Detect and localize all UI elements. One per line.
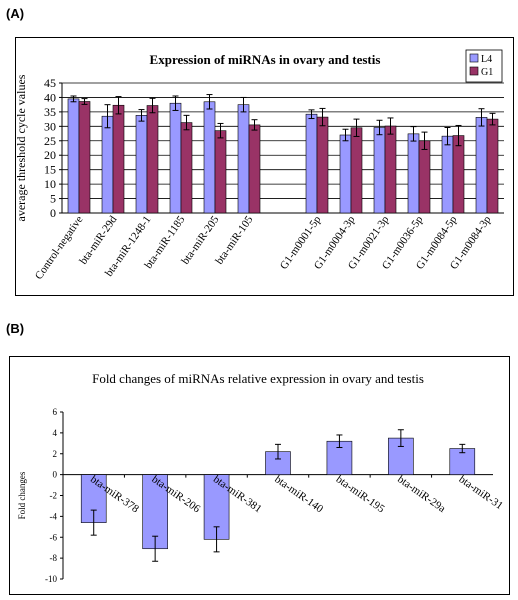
chart-a-frame [15,37,514,296]
chart-b-xtick-label: bta-miR-140 [272,473,325,515]
chart-a-ytick-label: 0 [50,206,56,220]
chart-b-title: Fold changes of miRNAs relative expressi… [92,371,424,386]
chart-a-legend-label: G1 [481,67,493,78]
chart-b-bar [142,474,168,550]
chart-b-xtick-label: bta-miR-29a [395,473,448,515]
chart-b-ytick-label: -6 [50,532,58,542]
chart-b-ytick-label: -2 [50,491,58,501]
chart-a: Expression of miRNAs in ovary and testis… [14,49,504,282]
chart-a-ytick-label: 10 [44,177,56,191]
chart-a-legend-swatch [469,66,479,76]
chart-b-ytick-label: -8 [50,553,58,563]
chart-a-ytick-label: 45 [44,76,56,90]
panel-b-label: (B) [6,321,25,336]
chart-b-ytick-label: 4 [53,428,58,438]
chart-a-title: Expression of miRNAs in ovary and testis [150,52,381,67]
chart-a-ytick-label: 25 [44,134,56,148]
chart-a-legend-swatch [469,53,479,63]
chart-b-ytick-label: 2 [53,449,58,459]
panel-a-label: (A) [6,6,25,21]
chart-a-ytick-label: 5 [50,192,56,206]
chart-a-ylabel: average threshold cycle values [14,74,28,221]
chart-a-legend-label: L4 [481,54,492,65]
chart-b-ylabel: Fold changes [17,471,27,519]
chart-b-ytick-label: -4 [50,511,58,521]
chart-a-ytick-label: 35 [44,105,56,119]
chart-b-frame [9,356,510,595]
chart-a-ytick-label: 20 [44,148,56,162]
chart-a-ytick-label: 40 [44,90,56,104]
chart-b-ytick-label: -10 [45,574,57,584]
chart-b-xtick-label: bta-miR-195 [334,473,387,515]
chart-a-ytick-label: 15 [44,163,56,177]
chart-b-ytick-label: 0 [53,470,58,480]
chart-b-xtick-label: bta-miR-31 [457,473,505,512]
chart-a-ytick-label: 30 [44,119,56,133]
chart-b-ytick-label: 6 [53,407,58,417]
